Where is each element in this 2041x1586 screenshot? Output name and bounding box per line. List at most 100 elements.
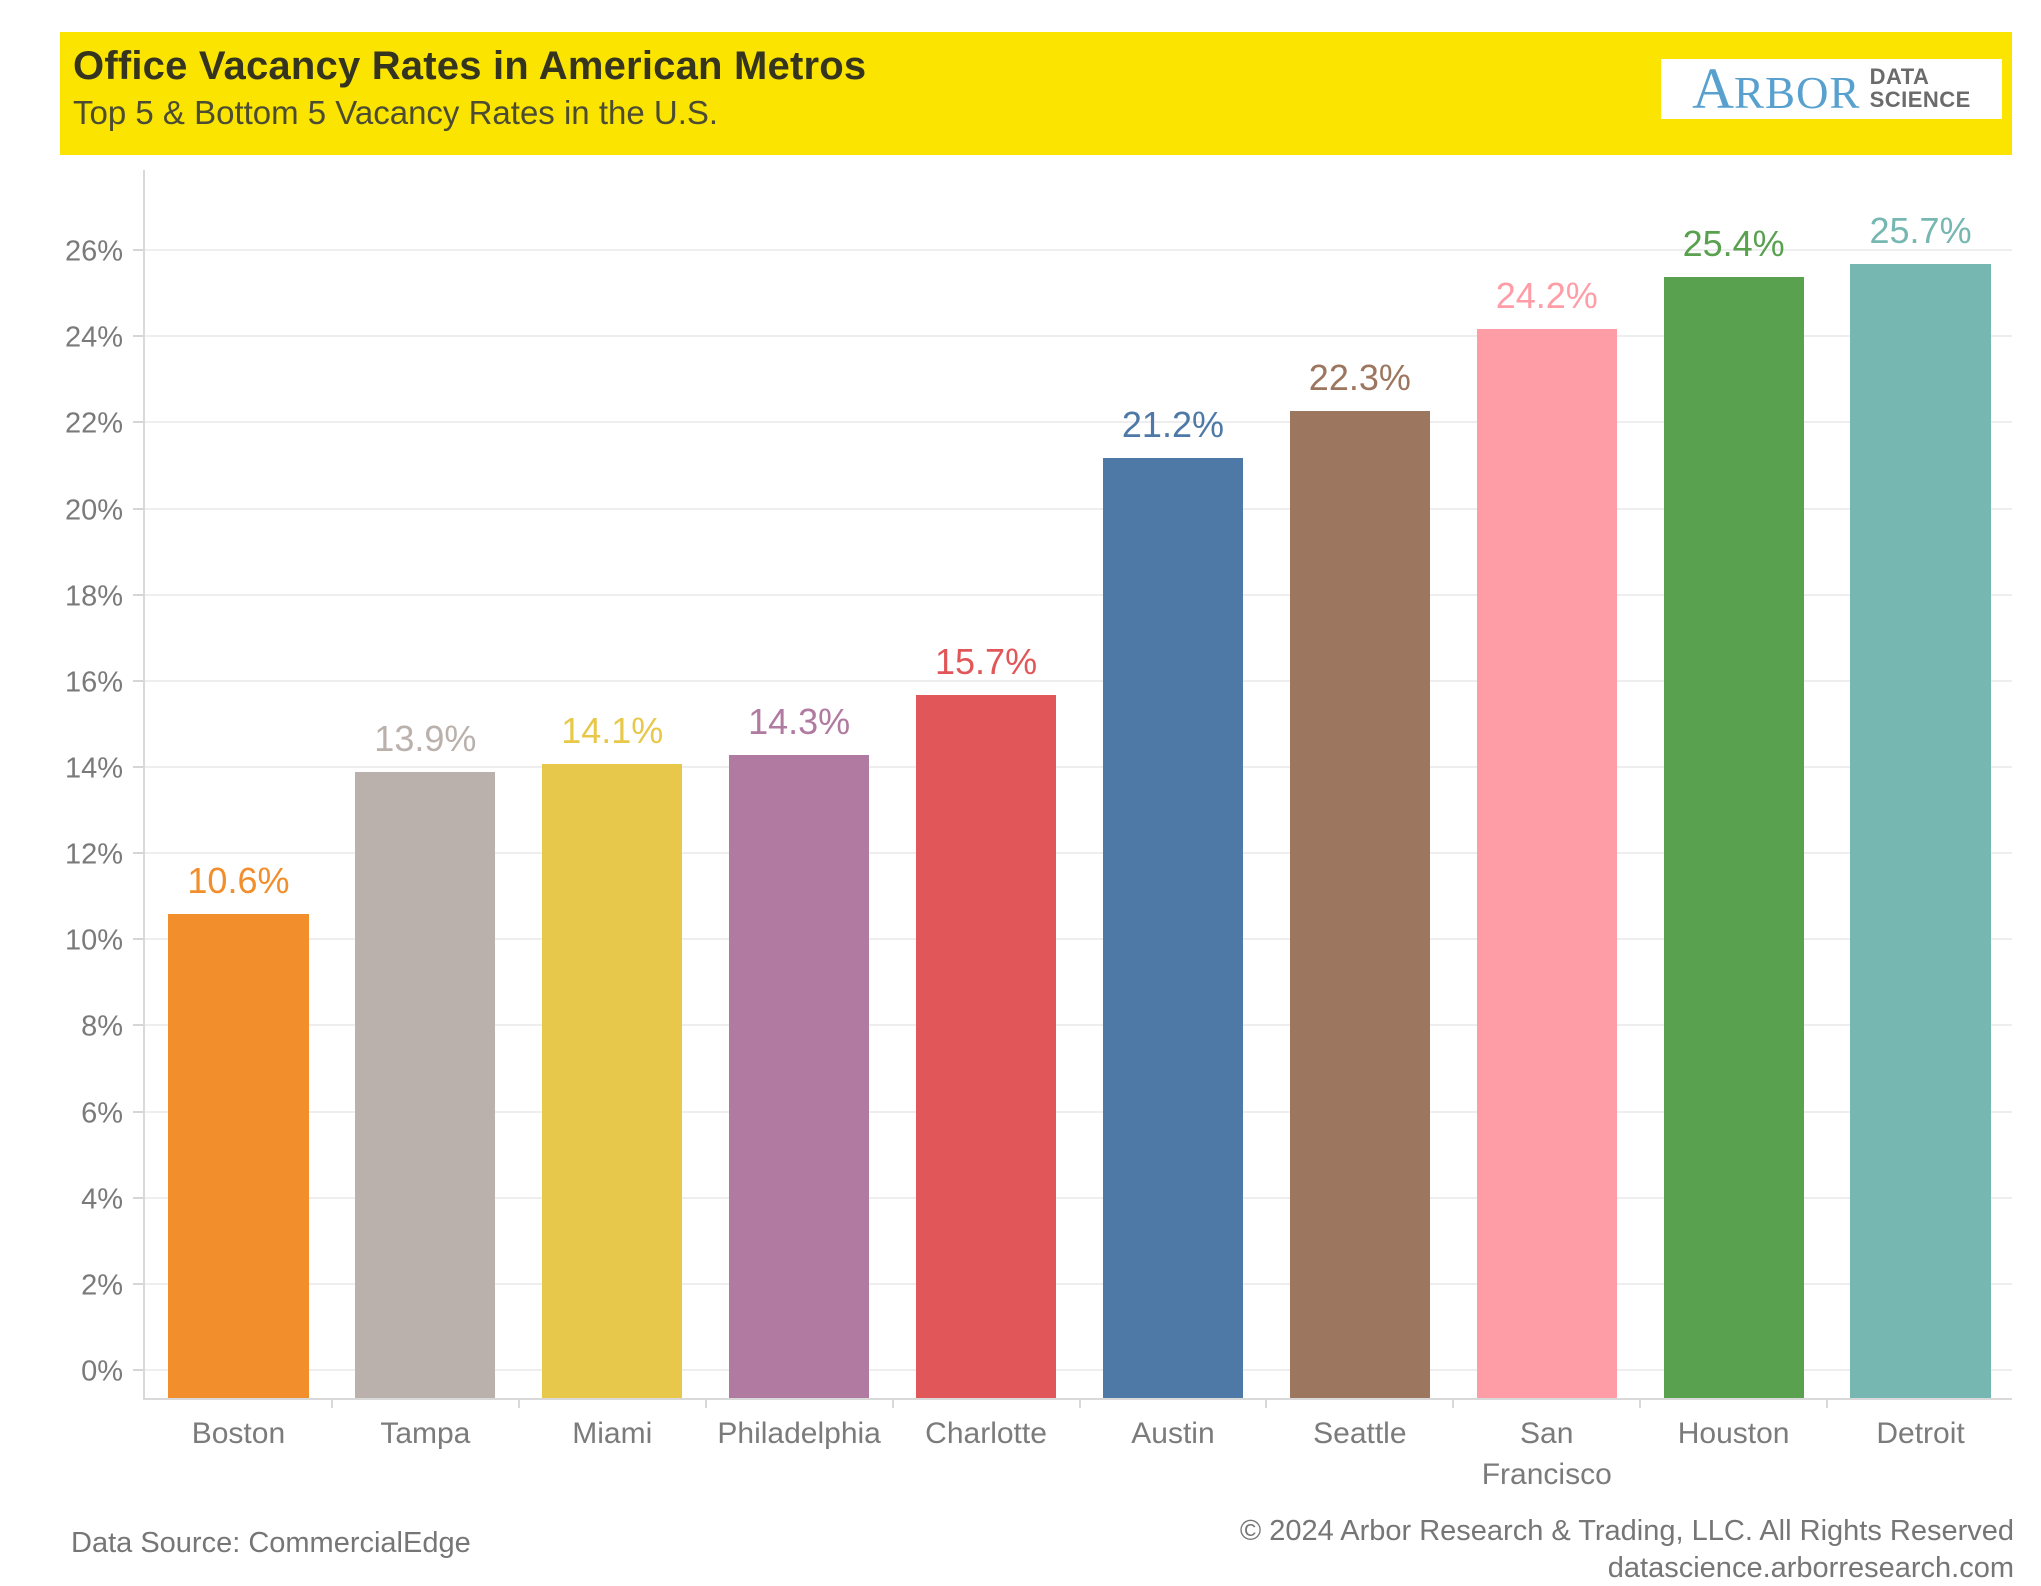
- x-category-tick: [1639, 1398, 1642, 1408]
- y-tick-mark: [133, 852, 143, 855]
- bar-slot: 13.9%: [332, 170, 519, 1398]
- y-tick-label: 8%: [81, 1010, 123, 1043]
- y-tick-mark: [133, 1110, 143, 1113]
- y-gridline: [145, 1282, 2012, 1285]
- bar-value-label: 10.6%: [187, 860, 290, 902]
- x-category-tick: [330, 1398, 333, 1408]
- y-gridline: [145, 249, 2012, 252]
- brand-logo: ARBOR DATA SCIENCE: [1661, 59, 2002, 119]
- bar-slot: 15.7%: [893, 170, 1080, 1398]
- bar-slot: 24.2%: [1453, 170, 1640, 1398]
- y-gridline: [145, 1110, 2012, 1113]
- x-axis-label-detroit: Detroit: [1876, 1417, 1965, 1450]
- bar-philadelphia[interactable]: [729, 755, 870, 1398]
- y-tick-label: 16%: [64, 666, 123, 699]
- y-tick-label: 20%: [64, 494, 123, 527]
- x-axis-label-san-francisco: San Francisco: [1481, 1417, 1612, 1491]
- x-category-tick: [1826, 1398, 1829, 1408]
- y-tick-mark: [133, 1024, 143, 1027]
- bar-detroit[interactable]: [1850, 264, 1991, 1398]
- y-tick-label: 0%: [81, 1355, 123, 1388]
- logo-science-line: SCIENCE: [1869, 87, 1971, 112]
- plot-area: 0% 2% 4% 6% 8% 10% 12% 14% 16% 18% 20% 22% 24% 26% Bos…: [65, 170, 2014, 1491]
- y-gridline: [145, 507, 2012, 510]
- y-tick-label: 26%: [64, 235, 123, 268]
- bar-tampa[interactable]: [355, 772, 496, 1398]
- y-tick-mark: [133, 1196, 143, 1199]
- y-tick-mark: [133, 938, 143, 941]
- logo-data-line: DATA: [1869, 64, 1930, 90]
- arbor-wordmark-rest: RBOR: [1734, 68, 1861, 118]
- bar-san-francisco[interactable]: [1476, 328, 1617, 1398]
- bar-value-label: 14.3%: [748, 701, 851, 743]
- y-gridline: [145, 1024, 2012, 1027]
- x-category-tick: [1452, 1398, 1455, 1408]
- x-axis-label-miami: Miami: [572, 1417, 653, 1450]
- x-axis-label-houston: Houston: [1677, 1417, 1790, 1450]
- x-axis-label-seattle: Seattle: [1313, 1417, 1407, 1450]
- y-tick-label: 14%: [64, 752, 123, 785]
- arbor-wordmark-initial: A: [1692, 56, 1735, 121]
- y-gridline: [145, 593, 2012, 596]
- title-block: Office Vacancy Rates in American Metros …: [73, 42, 866, 133]
- y-tick-label: 4%: [81, 1183, 123, 1216]
- bar-slot: 25.4%: [1640, 170, 1827, 1398]
- y-tick-label: 22%: [64, 407, 123, 440]
- x-category-tick: [1265, 1398, 1268, 1408]
- y-tick-mark: [133, 1282, 143, 1285]
- y-tick-mark: [133, 421, 143, 424]
- bar-value-label: 21.2%: [1121, 403, 1224, 445]
- y-gridline: [145, 679, 2012, 682]
- bar-charlotte[interactable]: [915, 694, 1057, 1398]
- x-axis-label-austin: Austin: [1131, 1417, 1215, 1450]
- y-tick-label: 10%: [64, 924, 123, 957]
- y-gridline: [145, 938, 2012, 941]
- bar-austin[interactable]: [1102, 457, 1244, 1398]
- y-tick-label: 6%: [81, 1097, 123, 1130]
- y-gridline: [145, 1369, 2012, 1371]
- x-category-tick: [517, 1398, 520, 1408]
- y-tick-mark: [133, 766, 143, 769]
- bar-value-label: 15.7%: [935, 640, 1038, 682]
- bar-boston[interactable]: [168, 914, 309, 1398]
- y-tick-label: 2%: [81, 1269, 123, 1302]
- y-tick-mark: [133, 593, 143, 596]
- y-tick-mark: [133, 249, 143, 252]
- y-tick-label: 18%: [64, 580, 123, 613]
- x-axis-label-philadelphia: Philadelphia: [717, 1417, 881, 1450]
- x-axis-label-tampa: Tampa: [380, 1417, 471, 1450]
- x-category-tick: [1078, 1398, 1081, 1408]
- y-tick-mark: [133, 507, 143, 510]
- x-axis-label-charlotte: Charlotte: [925, 1417, 1047, 1450]
- bar-houston[interactable]: [1663, 277, 1804, 1398]
- y-gridline: [145, 766, 2012, 769]
- y-tick-mark: [133, 679, 143, 682]
- bar-slot: 21.2%: [1080, 170, 1267, 1398]
- bar-value-label: 25.7%: [1869, 210, 1972, 252]
- y-gridline: [145, 852, 2012, 855]
- page-title: Office Vacancy Rates in American Metros: [73, 44, 867, 88]
- y-tick-mark: [133, 335, 143, 338]
- footer-right: © 2024 Arbor Research & Trading, LLC. Al…: [1114, 1513, 2014, 1586]
- bar-miami[interactable]: [542, 763, 683, 1398]
- bar-slot: 25.7%: [1827, 170, 2014, 1398]
- bar-value-label: 14.1%: [561, 709, 664, 751]
- bar-value-label: 25.4%: [1682, 223, 1785, 265]
- x-category-tick: [704, 1398, 707, 1408]
- page-subtitle: Top 5 & Bottom 5 Vacancy Rates in the U.…: [73, 94, 719, 131]
- bar-slot: 22.3%: [1266, 170, 1453, 1398]
- x-axis-label-boston: Boston: [191, 1417, 286, 1450]
- footer-copyright: © 2024 Arbor Research & Trading, LLC. Al…: [1239, 1515, 2014, 1547]
- bar-seattle[interactable]: [1289, 410, 1430, 1398]
- y-tick-mark: [133, 1369, 143, 1371]
- bar-slot: 10.6%: [145, 170, 332, 1398]
- footer-source: Data Source: CommercialEdge: [71, 1527, 471, 1559]
- x-category-tick: [891, 1398, 894, 1408]
- logo-suffix: DATA SCIENCE: [1870, 66, 1971, 111]
- y-gridline: [145, 335, 2012, 338]
- bar-slot: 14.1%: [519, 170, 706, 1398]
- bar-value-label: 22.3%: [1308, 356, 1411, 398]
- y-gridline: [145, 421, 2012, 424]
- bar-value-label: 13.9%: [374, 718, 477, 760]
